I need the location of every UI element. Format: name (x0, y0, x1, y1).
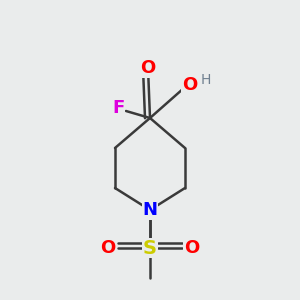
Text: F: F (112, 99, 124, 117)
Text: N: N (142, 201, 158, 219)
Text: O: O (182, 76, 198, 94)
Text: O: O (100, 239, 116, 257)
Text: S: S (143, 238, 157, 257)
Text: O: O (184, 239, 200, 257)
Text: H: H (201, 73, 211, 87)
Text: O: O (140, 59, 156, 77)
